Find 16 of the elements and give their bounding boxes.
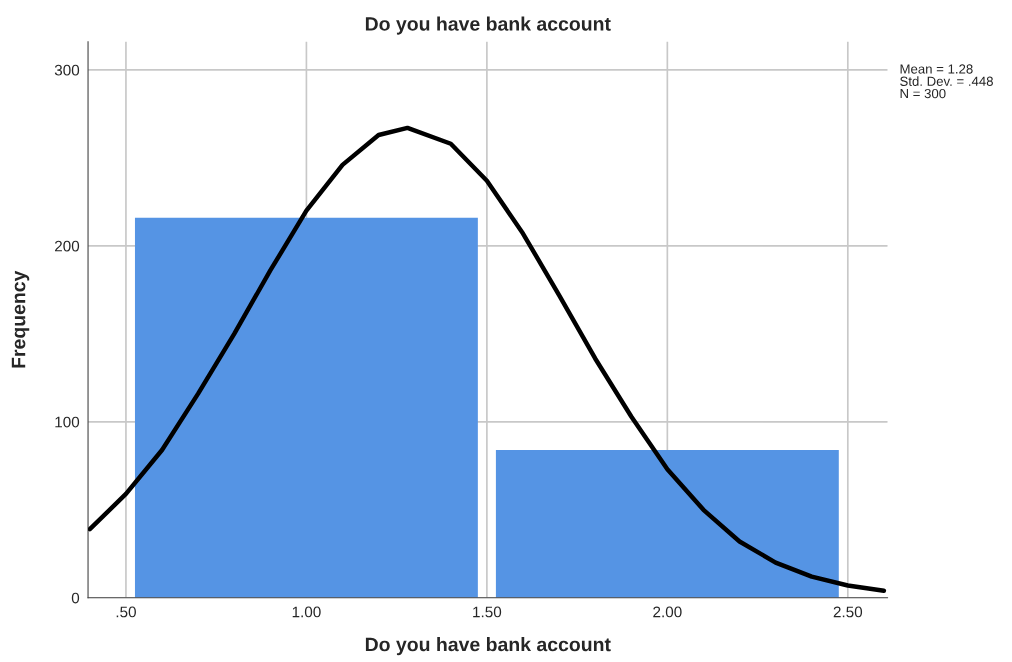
text: Mean = 1.28 <box>900 64 973 74</box>
y-tick-label: 300 <box>54 64 80 76</box>
line-series <box>88 125 887 593</box>
y-tick-label: 100 <box>55 416 80 428</box>
y-axis-title: Frequency <box>11 270 30 368</box>
x-tick-label: 1.50 <box>473 606 502 618</box>
y-tick-label: 0 <box>71 592 80 604</box>
x-tick-label: .50 <box>116 606 136 618</box>
text: N = 300 <box>900 88 946 99</box>
x-tick-label: 2.50 <box>833 606 863 618</box>
x-tick-label: 1.00 <box>292 606 321 618</box>
text: Std. Dev. = .448 <box>900 76 993 86</box>
x-tick-label: 2.00 <box>653 606 682 618</box>
chart-title: Do you have bank account <box>365 16 611 35</box>
y-tick-label: 200 <box>54 240 80 252</box>
x-axis-title: Do you have bank account <box>365 637 611 656</box>
